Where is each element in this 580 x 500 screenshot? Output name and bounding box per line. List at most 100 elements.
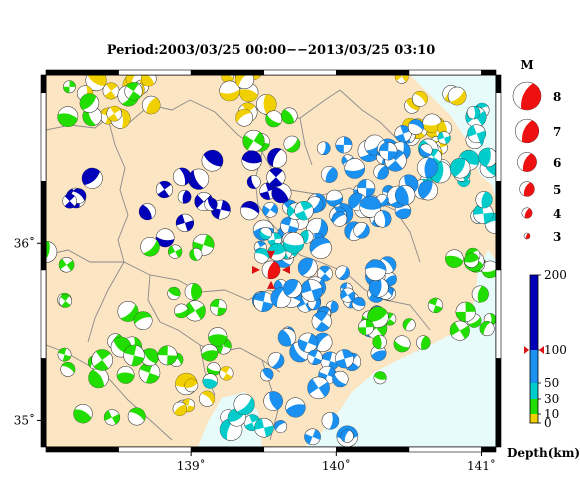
map-frame (40, 69, 502, 453)
focal-mechanism (416, 335, 431, 350)
focal-mechanism (172, 167, 192, 186)
focal-mechanism (58, 257, 75, 273)
focal-mechanism (262, 202, 278, 218)
focal-mechanism (331, 211, 348, 227)
focal-mechanism (81, 167, 103, 189)
magnitude-legend-ball (512, 81, 542, 111)
focal-mechanism (297, 257, 318, 278)
magnitude-legend-label: 7 (553, 125, 561, 139)
focal-mechanism (260, 368, 274, 382)
focal-mechanism (464, 252, 480, 268)
focal-mechanism (394, 75, 409, 84)
focal-mechanism (359, 195, 382, 218)
focal-mechanism (467, 124, 487, 144)
depth-tick-label: 100 (544, 343, 567, 357)
focal-mechanism (357, 319, 375, 336)
focal-mechanism (309, 236, 332, 259)
focal-mechanism (254, 248, 270, 264)
focal-mechanism (307, 349, 323, 366)
focal-mechanism (447, 86, 467, 106)
focal-mechanism (304, 428, 321, 446)
focal-mechanism (57, 347, 72, 362)
focal-mechanism (266, 167, 286, 187)
focal-mechanism (344, 158, 366, 179)
focal-mechanism (271, 183, 292, 204)
focal-mechanism (246, 175, 261, 189)
focal-mechanism (189, 247, 203, 261)
focal-mechanism (88, 367, 109, 389)
depth-color-band (530, 275, 538, 350)
focal-mechanism (340, 429, 354, 443)
focal-mechanism (300, 279, 323, 302)
focal-mechanism (233, 393, 255, 415)
focal-mechanisms (46, 75, 496, 447)
lat-tick-label: 36˚ (14, 235, 35, 250)
focal-mechanism (373, 164, 389, 180)
focal-mechanism (437, 131, 451, 145)
focal-mechanism (307, 376, 330, 400)
depth-marker-left (524, 346, 529, 354)
focal-mechanism (199, 390, 216, 407)
focal-mechanism (79, 93, 100, 113)
focal-mechanism (340, 287, 356, 303)
focal-mechanism (418, 143, 433, 158)
focal-mechanism (311, 311, 332, 332)
magnitude-legend-ball (517, 152, 537, 172)
focal-mechanism (256, 94, 277, 115)
focal-mechanism (402, 318, 416, 332)
focal-mechanism (63, 80, 76, 94)
focal-mechanism (393, 335, 411, 353)
focal-mechanism (416, 157, 438, 179)
focal-mechanism (62, 193, 78, 209)
focal-mechanism (175, 213, 195, 232)
focal-mechanism (372, 334, 387, 350)
focal-mechanism (133, 311, 153, 330)
focal-mechanism (241, 150, 262, 171)
focal-mechanism (471, 285, 489, 303)
focal-mechanism (277, 328, 297, 347)
lon-tick-label: 139˚ (177, 458, 206, 473)
focal-mechanism (317, 265, 333, 282)
focal-mechanism (168, 244, 183, 259)
focal-mechanism (473, 203, 494, 224)
target-event-marker[interactable] (252, 250, 290, 289)
focal-mechanism (103, 409, 121, 426)
focal-mechanism (418, 180, 438, 201)
focal-mechanism (140, 348, 159, 367)
focal-mechanism (184, 378, 199, 393)
focal-mechanism (449, 157, 471, 179)
magnitude-legend-label: 4 (553, 207, 561, 221)
focal-mechanism (127, 407, 146, 426)
focal-mechanism (138, 203, 156, 221)
focal-mechanism (235, 108, 254, 127)
focal-mechanism (449, 320, 470, 341)
focal-mechanism (172, 401, 188, 416)
focal-mechanism (475, 191, 493, 209)
focal-mechanism (140, 236, 160, 257)
focal-mechanism (364, 259, 387, 281)
focal-mechanism (478, 147, 496, 168)
focal-mechanism (234, 75, 255, 90)
focal-mechanism (455, 301, 476, 322)
focal-mechanism (184, 283, 203, 301)
focal-mechanism (58, 294, 73, 308)
focal-mechanism (351, 296, 366, 311)
focal-mechanism (140, 75, 157, 87)
depth-tick-label: 30 (544, 392, 559, 406)
focal-mechanism (155, 228, 175, 248)
focal-mechanism (320, 351, 340, 371)
focal-mechanism (57, 106, 79, 127)
focal-mechanism (332, 370, 349, 388)
focal-mechanism (353, 222, 370, 239)
focal-mechanism (407, 119, 424, 136)
focal-mechanism (335, 136, 353, 154)
magnitude-legend-label: 5 (553, 183, 561, 197)
depth-color-band (530, 414, 538, 423)
depth-colorbar-title: Depth(km) (507, 446, 580, 460)
axis-ticks: 139˚ 140˚ 141˚ 35˚ 36˚ (14, 235, 496, 473)
focal-mechanism (368, 277, 389, 298)
focal-mechanism (379, 141, 398, 161)
focal-mechanism (422, 113, 442, 133)
map-area[interactable]: 139˚ 140˚ 141˚ 35˚ 36˚ (14, 58, 507, 473)
